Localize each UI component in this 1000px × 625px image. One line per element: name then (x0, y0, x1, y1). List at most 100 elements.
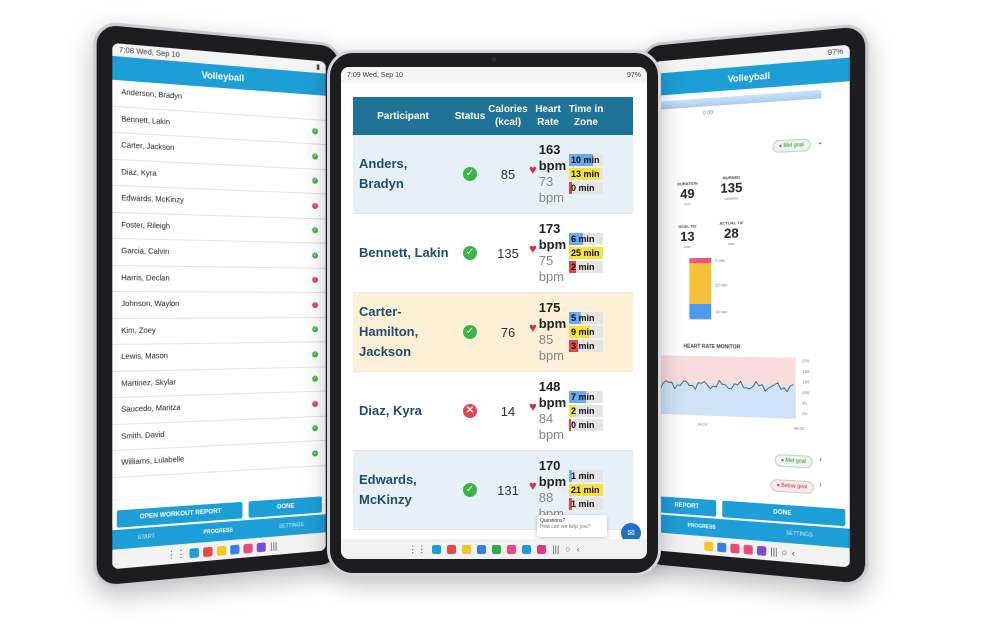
duration-unit: min (672, 201, 703, 207)
gmail-icon[interactable] (204, 546, 213, 556)
tab-progress[interactable]: PROGRESS (203, 527, 232, 536)
col-participant: Participant (353, 110, 453, 123)
roster-name: Harris, Declan (121, 274, 169, 282)
home-icon[interactable]: ○ (782, 547, 788, 558)
duration-value: 49 (672, 185, 703, 202)
roster-name: Saucedo, Maritza (121, 405, 180, 415)
app-icon[interactable] (507, 545, 516, 554)
tab-progress[interactable]: PROGRESS (688, 523, 716, 531)
recents-icon[interactable]: ||| (770, 546, 777, 557)
chevron-down-icon[interactable]: ⌄ (817, 138, 823, 147)
chevron-right-icon[interactable]: › (819, 456, 822, 464)
app-icon[interactable] (717, 542, 726, 552)
table-body: Anders, Bradyn ✓ 85 ♥ 163 bpm 73 bpm 10 min 13 … (353, 135, 633, 530)
zone-bar: 1 min (569, 470, 603, 482)
tiz-label-yellow: 22 min (715, 282, 727, 287)
zone-bar: 0 min (569, 182, 603, 194)
roster-name: Edwards, McKinzy (121, 195, 184, 205)
met-goal-label-2: Met goal (786, 458, 806, 465)
center-status-time: 7:09 (347, 72, 361, 79)
table-row[interactable]: Carter-Hamilton, Jackson ✓ 76 ♥ 175 bpm 85 bp… (353, 293, 633, 372)
center-status-bar: 7:09 Wed, Sep 10 97% (341, 67, 647, 83)
chrome-icon[interactable] (492, 545, 501, 554)
hr-avg: 75 bpm (539, 253, 567, 285)
apps-grid-icon[interactable]: ⋮⋮ (167, 547, 186, 560)
hr-tick: 100 (802, 388, 809, 399)
calories-value: 14 (487, 404, 529, 419)
chevron-right-icon[interactable]: › (819, 482, 822, 490)
burned-stat: BURNED 135 calories (713, 174, 750, 201)
app-icon[interactable] (704, 541, 713, 551)
hr-avg: 85 bpm (539, 332, 567, 364)
hr-avg: 73 bpm (539, 174, 567, 206)
alert-icon: ! (312, 277, 318, 283)
back-icon[interactable]: ‹ (792, 548, 795, 559)
timeline-axis-label: 0:00 (703, 110, 713, 117)
back-icon[interactable]: ‹ (577, 544, 580, 554)
app-icon[interactable] (730, 543, 739, 553)
participant-name: Diaz, Kyra (353, 401, 453, 421)
zone-bar: 13 min (569, 168, 603, 180)
hr-x-tick-end: 48:42 (794, 425, 805, 431)
zone-time: 3 min (571, 341, 595, 351)
chat-popup[interactable]: Questions? How can we help you? (537, 515, 607, 537)
zone-bar: 6 min (569, 233, 603, 245)
right-screen: 97% Volleyball 0:00 ● Met goal ⌄ DURATIO… (654, 45, 849, 568)
app-icon[interactable] (462, 545, 471, 554)
recents-icon[interactable]: ||| (552, 544, 559, 554)
zone-bar: 2 min (569, 261, 603, 273)
time-in-zone-cell: 5 min 9 min 3 min (567, 312, 605, 352)
center-battery: 97% (627, 72, 641, 79)
zone-time: 7 min (571, 392, 595, 402)
hr-monitor-title: HEART RATE MONITOR (683, 344, 740, 351)
zone-time: 10 min (571, 155, 600, 165)
hr-tick: 220 (802, 356, 809, 367)
roster-name: Martinez, Skylar (121, 379, 176, 388)
calories-value: 135 (487, 246, 529, 261)
app-icon[interactable] (743, 544, 752, 554)
apps-grid-icon[interactable]: ⋮⋮ (408, 544, 426, 555)
tab-settings[interactable]: SETTINGS (786, 530, 813, 538)
app-icon[interactable] (477, 545, 486, 554)
left-status-time: 7:08 (119, 46, 134, 55)
app-icon[interactable] (757, 545, 766, 555)
recents-icon[interactable]: ||| (270, 540, 277, 551)
met-goal-badge-2: ● Met goal (775, 454, 813, 469)
roster-name: Williams, Lulabelle (121, 456, 184, 467)
roster-row[interactable]: Johnson, Waylon! (112, 292, 325, 319)
roster-name: Anderson, Bradyn (121, 89, 182, 101)
time-in-zone-cell: 7 min 2 min 0 min (567, 391, 605, 431)
battery-icon: ▮ (316, 63, 320, 71)
zone-bar: 25 min (569, 247, 603, 259)
calories-value: 85 (487, 167, 529, 182)
heart-icon: ♥ (529, 241, 537, 256)
app-icon[interactable] (432, 545, 441, 554)
app-icon[interactable] (522, 545, 531, 554)
actual-tiz-stat: ACTUAL TIZ 28 min (713, 220, 750, 247)
tab-start[interactable]: START (138, 533, 155, 541)
gmail-icon[interactable] (447, 545, 456, 554)
table-row[interactable]: Anders, Bradyn ✓ 85 ♥ 163 bpm 73 bpm 10 min 13 … (353, 135, 633, 214)
app-icon[interactable] (257, 542, 266, 552)
app-icon[interactable] (190, 547, 199, 557)
center-status-date: Wed, Sep 10 (363, 72, 403, 79)
table-row[interactable]: Diaz, Kyra ✕ 14 ♥ 148 bpm 84 bpm 7 min 2 min 0 m… (353, 372, 633, 451)
app-icon[interactable] (537, 545, 546, 554)
tab-settings[interactable]: SETTINGS (279, 522, 304, 530)
report-button[interactable]: REPORT (658, 496, 716, 516)
table-row[interactable]: Bennett, Lakin ✓ 135 ♥ 173 bpm 75 bpm 6 min 25 … (353, 214, 633, 293)
roster-row[interactable]: Kim, Zoey ✓ (112, 318, 325, 345)
roster-row[interactable]: Harris, Declan! (112, 265, 325, 292)
roster-name: Bennett, Lakin (121, 116, 170, 127)
app-icon[interactable] (217, 545, 226, 555)
home-icon[interactable]: ○ (565, 544, 570, 554)
duration-stat: DURATION 49 min (672, 180, 703, 207)
center-tablet: 7:09 Wed, Sep 10 97% Participant Status … (327, 50, 661, 576)
roster-row[interactable]: Garcia, Calvin ✓ (112, 239, 325, 268)
hr-max: 163 bpm (539, 142, 566, 173)
app-icon[interactable] (244, 543, 253, 553)
app-icon[interactable] (231, 544, 240, 554)
check-icon: ✓ (312, 128, 318, 134)
met-goal-label: Met goal (783, 142, 803, 149)
heart-rate-cell: ♥ 175 bpm 85 bpm (529, 300, 567, 364)
